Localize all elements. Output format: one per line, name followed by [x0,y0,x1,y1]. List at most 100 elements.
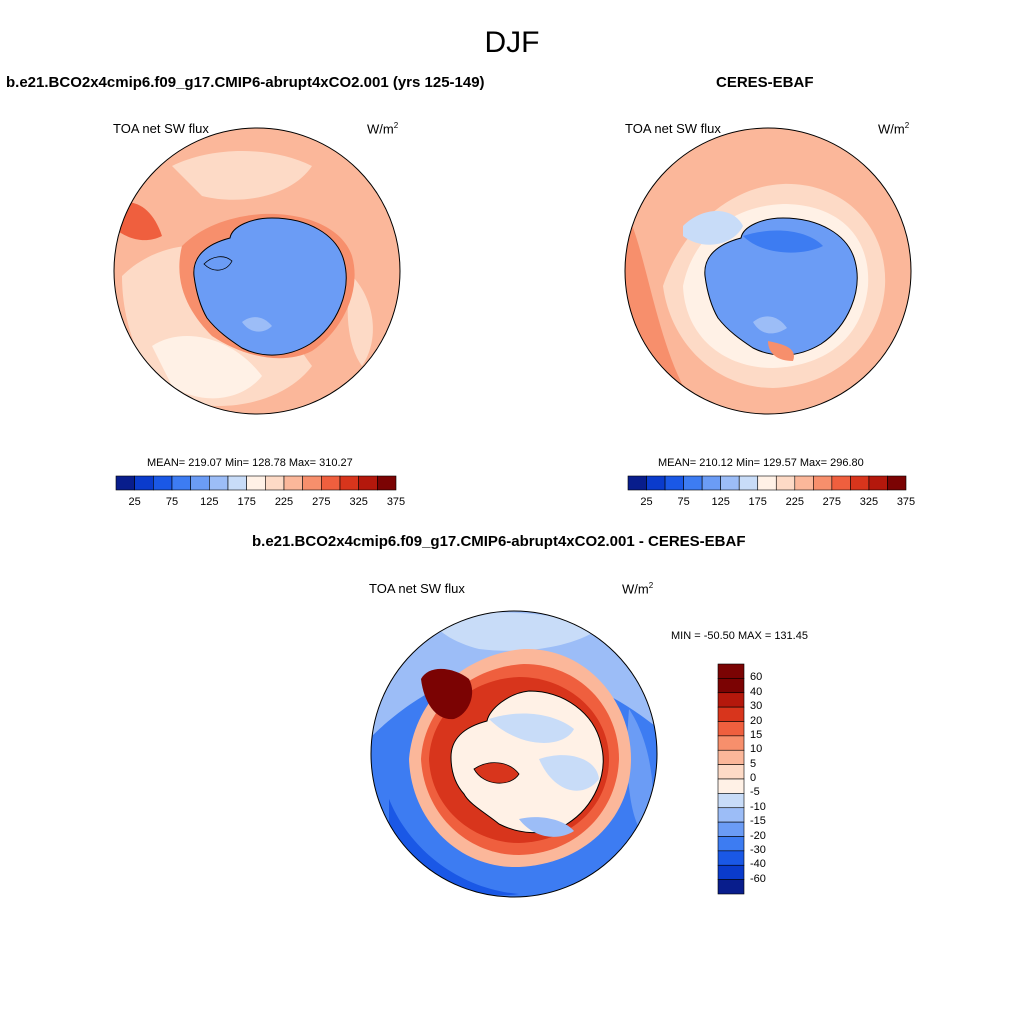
colorbar-box [153,475,173,491]
colorbar-box [775,475,796,491]
colorbar-tick-label: -5 [750,786,760,799]
colorbar-tick-label: 5 [750,757,757,770]
colorbar-box [265,475,285,491]
colorbar-box [717,692,745,708]
colorbar-box [358,475,378,491]
colorbar-box [302,475,322,491]
colorbar-box [717,663,745,679]
colorbar-box [717,807,745,823]
colorbar-box [717,821,745,837]
panel1-polar-map [113,127,401,415]
colorbar-box [246,475,266,491]
colorbar-box [738,475,759,491]
colorbar-box [717,721,745,737]
panel2-units: W/m2 [878,121,910,137]
colorbar-box [717,879,745,895]
panel1-title: b.e21.BCO2x4cmip6.f09_g17.CMIP6-abrupt4x… [6,74,485,91]
colorbar-tick-label: -30 [750,843,766,856]
panel2-title: CERES-EBAF [716,74,814,91]
panel1-colorbar [115,475,397,491]
colorbar-tick-label: 0 [750,772,757,784]
colorbar-tick-label: 40 [750,685,763,698]
colorbar-box [339,475,359,491]
colorbar-tick-label: 25 [640,496,653,508]
colorbar-box [868,475,888,491]
colorbar-box [850,475,870,491]
colorbar-box [717,793,745,809]
colorbar-tick-label: 175 [237,496,256,508]
colorbar-tick-label: 225 [274,496,294,508]
colorbar-box [831,475,851,491]
colorbar-tick-label: 60 [750,671,763,684]
colorbar-tick-label: 275 [312,496,331,508]
colorbar-box [717,778,745,794]
colorbar-box [377,475,397,491]
panel3-polar-map [370,610,658,898]
colorbar-tick-label: 275 [822,496,842,508]
colorbar-box [717,678,745,694]
colorbar-box [209,475,229,491]
panel1-antarctica-low-flux [193,217,347,356]
colorbar-tick-label: 20 [750,714,763,727]
colorbar-tick-label: -10 [750,800,766,813]
colorbar-tick-label: 325 [349,496,368,508]
panel3-colorbar-labels: 60 40 30 20 15 10 5 0 -5 -10 -15 -20 -30 -40 -60 [750,664,790,894]
panel3-variable-label: TOA net SW flux [369,581,465,596]
colorbar-box [717,836,745,852]
panel2-colorbar [627,475,907,491]
colorbar-box [757,475,777,491]
colorbar-tick-label: 375 [896,496,916,508]
panel1-colorbar-labels: 25 75 125 175 225 275 325 375 [116,496,406,510]
colorbar-tick-label: -60 [750,872,766,885]
figure-title: DJF [484,26,540,59]
colorbar-box [701,475,721,491]
colorbar-box [717,706,745,722]
panel3-weddell-positive-bias [421,668,473,720]
colorbar-tick-label: 175 [748,496,767,508]
colorbar-tick-label: 10 [750,743,763,756]
colorbar-tick-label: 375 [386,496,406,508]
colorbar-box [813,475,833,491]
panel3-units: W/m2 [622,581,654,597]
colorbar-tick-label: 15 [750,728,763,741]
colorbar-tick-label: 75 [165,496,179,508]
colorbar-tick-label: 125 [200,496,219,508]
colorbar-box [664,475,684,491]
colorbar-box [683,475,703,491]
colorbar-box [717,850,745,866]
colorbar-tick-label: 125 [711,496,730,508]
panel2-stats: MEAN= 210.12 Min= 129.57 Max= 296.80 [658,457,864,469]
panel2-polar-map [624,127,912,415]
colorbar-box [321,475,341,491]
panel2-antarctica-low-flux [704,217,858,356]
colorbar-tick-label: 25 [128,496,141,508]
colorbar-box [717,864,745,880]
colorbar-box [115,475,135,491]
colorbar-tick-label: -40 [750,858,766,871]
colorbar-box [134,475,154,491]
colorbar-box [794,475,814,491]
colorbar-tick-label: 325 [859,496,879,508]
panel1-variable-label: TOA net SW flux [113,121,209,136]
colorbar-box [717,764,745,780]
colorbar-box [720,475,740,491]
panel3-stats: MIN = -50.50 MAX = 131.45 [671,630,808,642]
colorbar-box [190,475,210,491]
colorbar-tick-label: 30 [750,700,763,713]
panel2-colorbar-labels: 25 75 125 175 225 275 325 375 [628,496,915,510]
colorbar-tick-label: -15 [750,815,766,828]
colorbar-box [171,475,191,491]
colorbar-box [887,475,907,491]
panel3-title: b.e21.BCO2x4cmip6.f09_g17.CMIP6-abrupt4x… [252,533,746,550]
colorbar-tick-label: 75 [677,496,690,508]
panel3-colorbar [717,663,745,895]
panel2-variable-label: TOA net SW flux [625,121,721,136]
colorbar-box [227,475,247,491]
colorbar-box [627,475,647,491]
colorbar-box [646,475,666,491]
colorbar-box [283,475,303,491]
colorbar-tick-label: 225 [785,496,804,508]
colorbar-box [717,749,745,765]
panel1-units: W/m2 [367,121,399,137]
panel1-stats: MEAN= 219.07 Min= 128.78 Max= 310.27 [147,457,353,469]
